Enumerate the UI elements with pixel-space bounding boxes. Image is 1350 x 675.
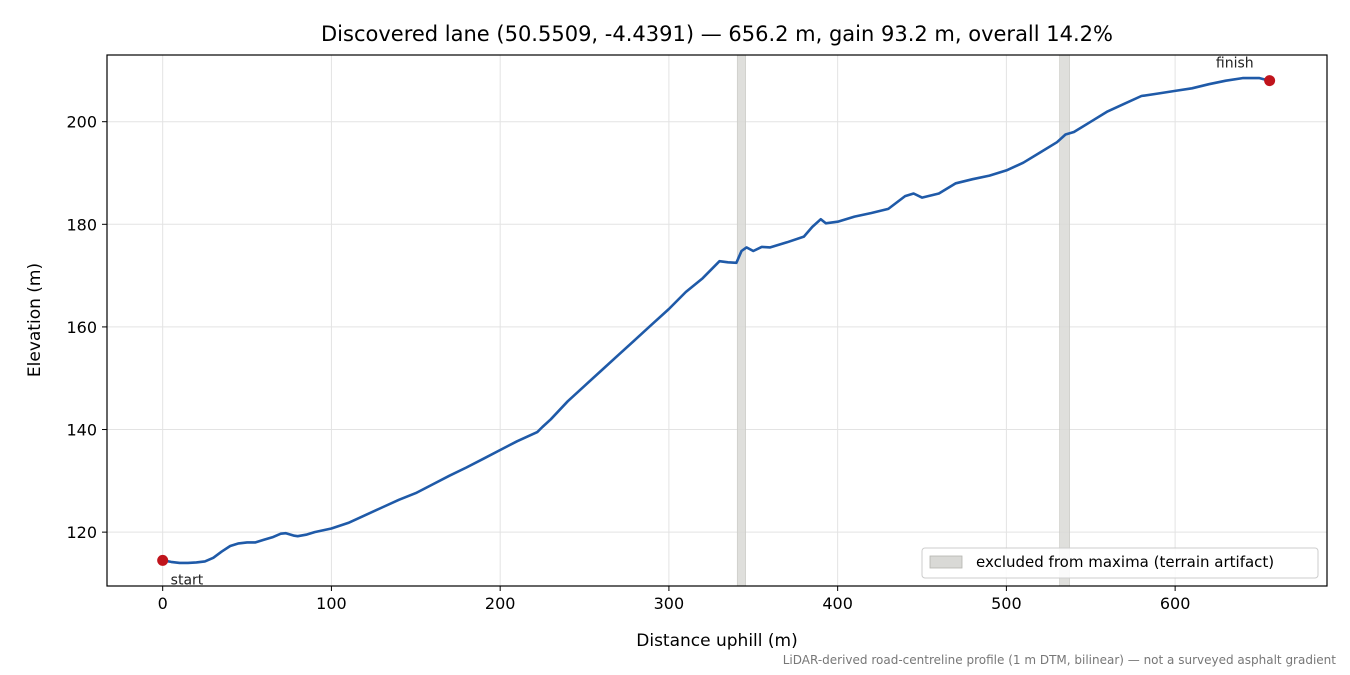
y-tick-label: 200 bbox=[66, 113, 97, 132]
y-axis-label: Elevation (m) bbox=[25, 263, 45, 377]
x-axis-label: Distance uphill (m) bbox=[636, 631, 797, 651]
x-tick-label: 400 bbox=[822, 594, 853, 613]
y-tick-label: 140 bbox=[66, 421, 97, 440]
legend-label: excluded from maxima (terrain artifact) bbox=[976, 553, 1274, 571]
finish-marker bbox=[1264, 75, 1276, 87]
chart-title: Discovered lane (50.5509, -4.4391) — 656… bbox=[321, 22, 1113, 46]
x-tick-label: 200 bbox=[485, 594, 516, 613]
x-tick-label: 600 bbox=[1160, 594, 1191, 613]
y-tick-label: 160 bbox=[66, 318, 97, 337]
legend-box bbox=[921, 547, 1319, 579]
finish-label: finish bbox=[1216, 56, 1254, 72]
series-layer bbox=[161, 76, 1271, 565]
excluded-band bbox=[736, 54, 746, 587]
x-tick-label: 300 bbox=[654, 594, 685, 613]
elevation-line bbox=[161, 76, 1271, 565]
footnote: LiDAR-derived road-centreline profile (1… bbox=[783, 653, 1337, 667]
legend: excluded from maxima (terrain artifact) bbox=[921, 547, 1319, 579]
x-axis-ticks: 0 100 200 300 400 500 600 bbox=[158, 586, 1191, 613]
x-tick-label: 500 bbox=[991, 594, 1022, 613]
marker-layer: start finish bbox=[157, 56, 1276, 588]
legend-swatch bbox=[929, 555, 963, 569]
y-tick-label: 180 bbox=[66, 215, 97, 234]
start-label: start bbox=[171, 572, 204, 588]
x-tick-label: 0 bbox=[158, 594, 168, 613]
x-tick-label: 100 bbox=[316, 594, 347, 613]
y-axis-ticks: 120 140 160 180 200 bbox=[66, 113, 107, 542]
plot-area-frame bbox=[106, 54, 1328, 587]
start-marker bbox=[157, 554, 169, 566]
y-tick-label: 120 bbox=[66, 523, 97, 542]
